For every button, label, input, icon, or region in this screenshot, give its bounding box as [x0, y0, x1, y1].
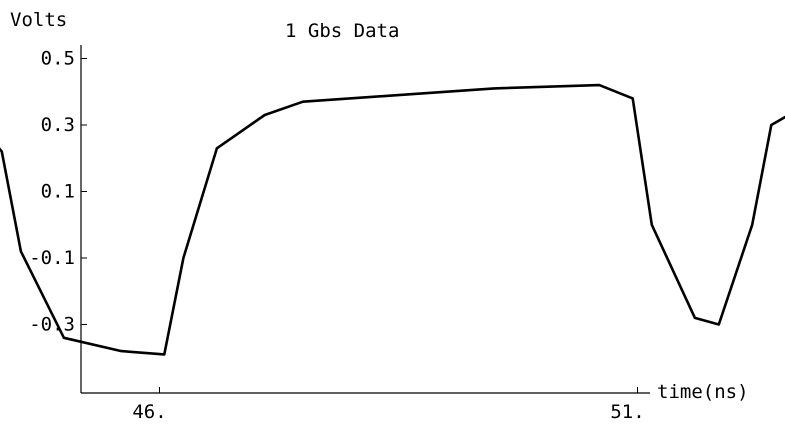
y-axis-ticks: -0.3 -0.1 0.1 0.3 0.5: [29, 48, 87, 336]
x-axis-label: time(ns): [657, 381, 749, 403]
x-tick-label: 46.: [132, 401, 166, 423]
chart-title: 1 Gbs Data: [285, 20, 399, 42]
voltage-trace: [0, 83, 785, 356]
y-tick-label: -0.3: [29, 314, 75, 336]
y-tick-label: -0.1: [29, 247, 75, 269]
x-tick-label: 51.: [610, 401, 644, 423]
y-tick-label: 0.5: [41, 48, 75, 70]
x-axis-ticks: 46.51.56.61.66.: [132, 387, 645, 423]
y-axis-label: Volts: [10, 9, 67, 31]
y-tick-label: 0.1: [41, 181, 75, 203]
y-tick-label: 0.3: [41, 114, 75, 136]
